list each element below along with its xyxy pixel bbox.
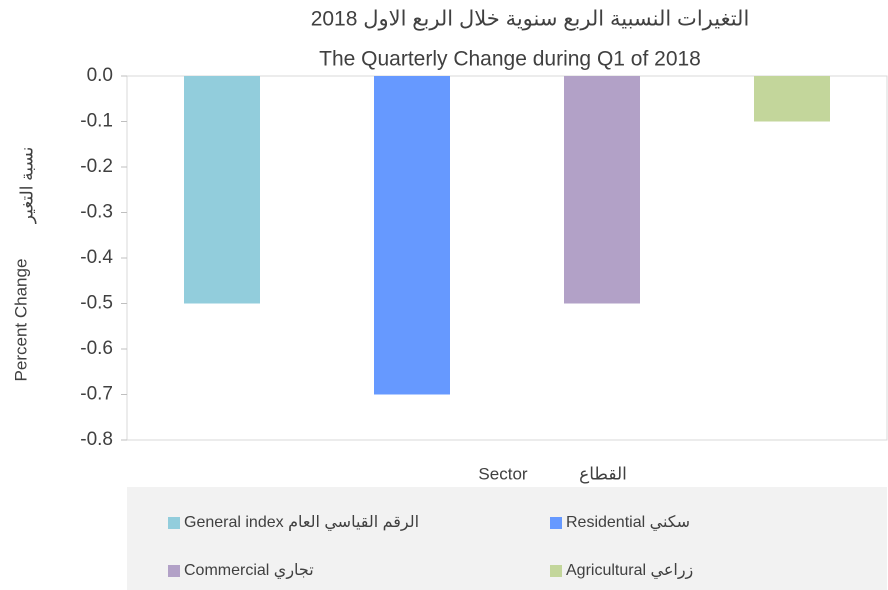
legend-box [127, 487, 887, 590]
legend-label: Residential سكني [566, 514, 690, 532]
y-tick-label: 0.0 [87, 65, 113, 86]
y-axis-label: Percent Change [11, 259, 30, 382]
legend-swatch [550, 517, 562, 529]
legend-label: General index الرقم القياسي العام [184, 514, 419, 532]
legend-label: Agricultural زراعي [566, 562, 693, 580]
legend-label: Commercial تجاري [184, 562, 314, 580]
y-tick-label: -0.6 [80, 338, 113, 359]
chart-title: The Quarterly Change during Q1 of 2018 [319, 48, 701, 71]
y-tick-label: -0.8 [80, 429, 113, 450]
x-axis-label-ar: القطاع [579, 464, 627, 484]
y-tick-label: -0.2 [80, 156, 113, 177]
y-tick-label: -0.5 [80, 293, 113, 314]
x-axis-label: Sector [478, 464, 527, 483]
y-tick-label: -0.3 [80, 202, 113, 223]
bar [184, 76, 260, 304]
y-tick-label: -0.1 [80, 111, 113, 132]
y-axis-label-ar: نسبة التغير [17, 147, 36, 225]
bar [374, 76, 450, 395]
legend-swatch [168, 565, 180, 577]
bar [564, 76, 640, 304]
legend-swatch [550, 565, 562, 577]
chart-title-ar: التغيرات النسبية الربع سنوية خلال الربع … [311, 8, 750, 31]
y-tick-label: -0.4 [80, 247, 113, 268]
bar [754, 76, 830, 122]
legend-swatch [168, 517, 180, 529]
y-tick-label: -0.7 [80, 384, 113, 405]
